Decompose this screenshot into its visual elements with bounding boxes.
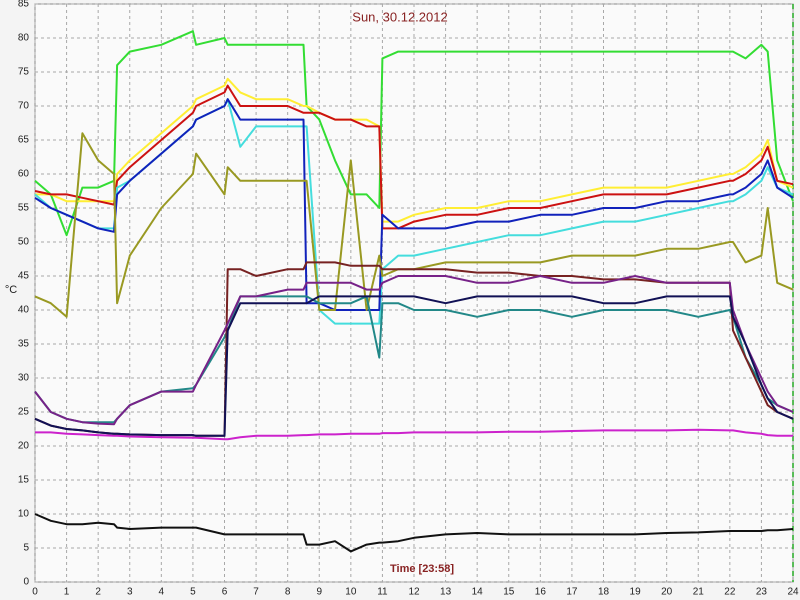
x-tick-label: 21 (693, 587, 705, 598)
x-tick-label: 20 (661, 587, 673, 598)
y-tick-label: 85 (18, 0, 30, 10)
series-line (34, 132, 794, 318)
x-tick-label: 12 (408, 587, 420, 598)
x-tick-label: 8 (285, 587, 291, 598)
x-tick-label: 17 (566, 587, 578, 598)
y-tick-label: 60 (18, 169, 30, 180)
y-axis-label: °C (5, 284, 17, 296)
y-tick-label: 45 (18, 271, 30, 282)
x-tick-label: 0 (32, 587, 38, 598)
x-tick-label: 18 (598, 587, 610, 598)
y-tick-label: 65 (18, 135, 30, 146)
y-tick-label: 15 (18, 475, 30, 486)
x-tick-label: 14 (472, 587, 484, 598)
x-tick-label: 13 (440, 587, 452, 598)
y-tick-label: 10 (18, 509, 30, 520)
x-tick-label: 10 (345, 587, 357, 598)
series-line (34, 295, 794, 437)
x-tick-label: 1 (64, 587, 70, 598)
y-tick-label: 55 (18, 203, 30, 214)
x-tick-label: 15 (503, 587, 515, 598)
series-line (34, 30, 794, 237)
y-tick-label: 75 (18, 67, 30, 78)
y-tick-label: 0 (23, 577, 29, 588)
x-tick-label: 19 (630, 587, 642, 598)
x-tick-label: 16 (535, 587, 547, 598)
lines (34, 30, 794, 553)
x-tick-label: 22 (724, 587, 736, 598)
y-tick-label: 25 (18, 407, 30, 418)
x-tick-label: 23 (756, 587, 768, 598)
x-tick-label: 7 (253, 587, 259, 598)
grid (34, 3, 794, 583)
series-line (35, 428, 793, 441)
y-tick-label: 20 (18, 441, 30, 452)
y-tick-label: 35 (18, 339, 30, 350)
y-tick-label: 70 (18, 101, 30, 112)
series-line (35, 77, 794, 223)
x-tick-label: 9 (316, 587, 322, 598)
x-tick-label: 24 (787, 587, 799, 598)
y-tick-label: 80 (18, 33, 30, 44)
x-axis-label: Time [23:58] (390, 563, 454, 575)
y-tick-label: 40 (18, 305, 30, 316)
series-line (34, 513, 794, 553)
series-line (34, 275, 794, 426)
chart-title: Sun, 30.12.2012 (352, 9, 447, 24)
x-tick-label: 4 (159, 587, 165, 598)
x-tick-label: 11 (377, 587, 388, 598)
x-tick-label: 5 (190, 587, 196, 598)
series-line (34, 98, 794, 311)
y-tick-label: 30 (18, 373, 30, 384)
y-tick-label: 5 (23, 543, 29, 554)
x-tick-label: 3 (127, 587, 133, 598)
series-line (34, 84, 794, 230)
x-tick-label: 6 (222, 587, 228, 598)
x-tick-label: 2 (95, 587, 101, 598)
y-tick-label: 50 (18, 237, 30, 248)
